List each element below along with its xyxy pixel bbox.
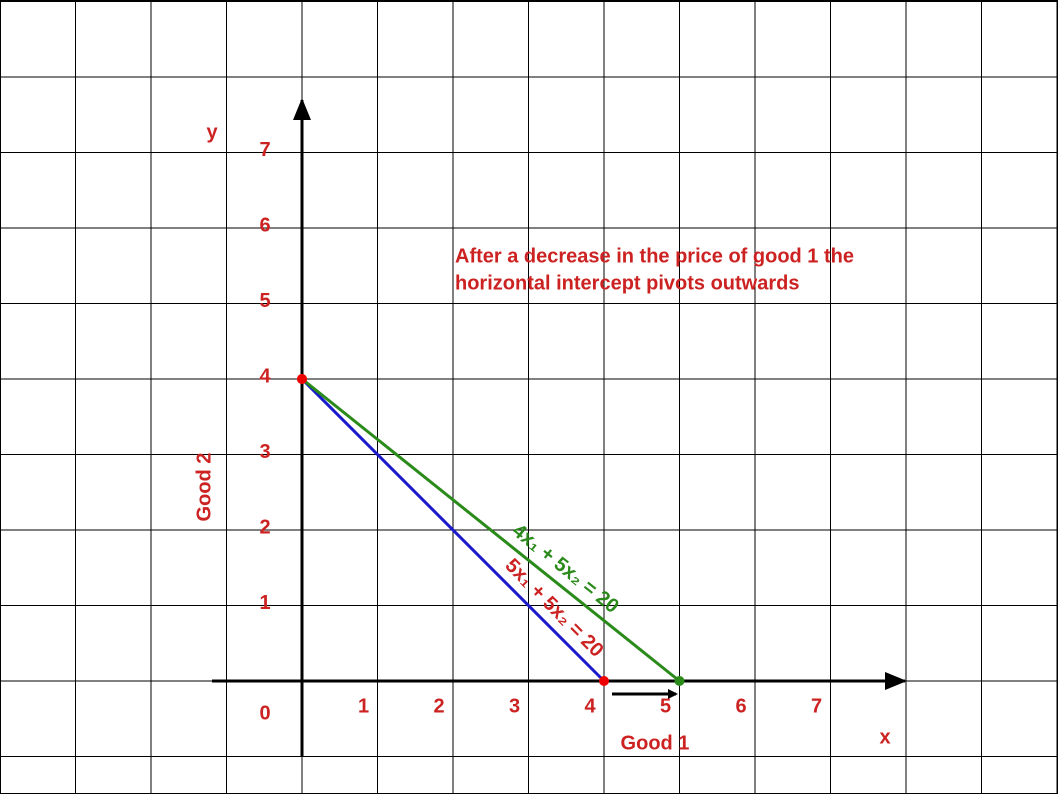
- budget-line: [301, 377, 681, 683]
- y-tick-label: 4: [259, 365, 271, 387]
- intercept-point: [297, 374, 307, 384]
- x-tick-label: 4: [584, 695, 596, 717]
- intercept-point: [599, 676, 609, 686]
- y-title: Good 2: [193, 453, 215, 522]
- x-tick-label: 1: [358, 695, 369, 717]
- y-tick-label: 1: [259, 592, 270, 614]
- x-tick-label: 7: [811, 695, 822, 717]
- budget-line: [300, 377, 606, 683]
- x-tick-label: 6: [735, 695, 746, 717]
- y-tick-label: 3: [259, 441, 270, 463]
- intercept-point: [674, 676, 685, 686]
- x-label: x: [879, 726, 890, 748]
- y-tick-label: 2: [259, 516, 270, 538]
- y-label: y: [206, 121, 218, 143]
- x-tick-label: 5: [660, 695, 671, 717]
- annotation-line: horizontal intercept pivots outwards: [455, 272, 799, 294]
- y-tick-label: 5: [259, 290, 270, 312]
- y-tick-label: 7: [259, 139, 270, 161]
- y-tick-label: 6: [259, 214, 270, 236]
- x-tick-label: 3: [509, 695, 520, 717]
- x-title: Good 1: [621, 732, 690, 754]
- x-tick-label: 2: [433, 695, 444, 717]
- origin-label: 0: [259, 702, 270, 724]
- annotation-line: After a decrease in the price of good 1 …: [455, 245, 854, 267]
